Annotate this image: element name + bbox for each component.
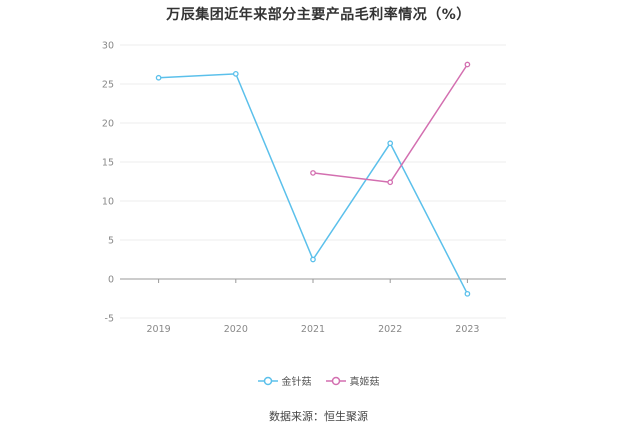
y-tick-label: 15: [102, 158, 114, 169]
series-1-point: [232, 71, 239, 77]
legend-swatch-series-1-icon: [257, 376, 278, 385]
legend-label-series-2: 真姬菇: [349, 377, 380, 388]
y-tick-label: -5: [105, 314, 114, 325]
series-1-point: [464, 290, 471, 297]
x-tick-label: 2019: [147, 324, 171, 335]
series-2-point: [464, 61, 471, 68]
x-tick-label: 2022: [378, 324, 402, 335]
x-tick-label: 2020: [224, 324, 248, 335]
y-tick-label: 10: [102, 197, 114, 208]
y-tick-label: 5: [108, 236, 114, 247]
legend-item-series-1[interactable]: 金针菇: [257, 373, 312, 388]
y-tick-label: 25: [102, 80, 114, 91]
legend-swatch-series-2-icon: [325, 376, 346, 385]
legend-label-series-1: 金针菇: [281, 377, 312, 388]
series-2-point: [310, 170, 316, 176]
series-2-point: [387, 179, 394, 186]
legend: 金针菇 真姬菇: [0, 373, 637, 388]
x-tick-label: 2021: [301, 324, 325, 335]
series-1-point: [387, 140, 394, 147]
y-tick-label: 0: [108, 275, 114, 286]
series-1-point: [310, 256, 316, 263]
chart-title: 万辰集团近年来部分主要产品毛利率情况（%）: [166, 7, 471, 23]
x-tick-label: 2023: [455, 324, 479, 335]
y-tick-label: 30: [102, 41, 114, 52]
legend-item-series-2[interactable]: 真姬菇: [325, 373, 380, 388]
data-source-note: 数据来源：恒生聚源: [269, 410, 368, 423]
series-1-point: [155, 74, 162, 81]
y-tick-label: 20: [102, 119, 114, 130]
